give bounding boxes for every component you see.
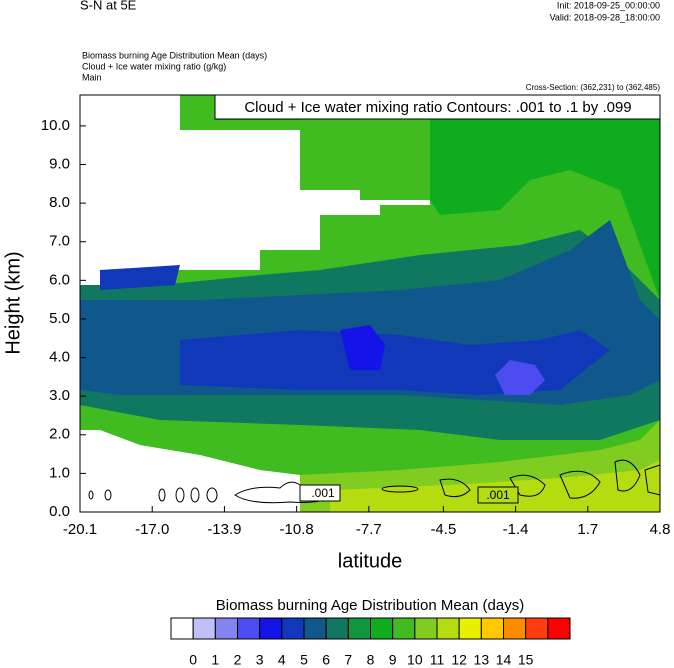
x-tick-label: -4.5 — [430, 521, 456, 538]
subtitle: Cloud + Ice water mixing ratio (g/kg) — [82, 61, 226, 71]
colorbar-label: 2 — [234, 652, 242, 668]
colorbar-swatch — [414, 617, 438, 640]
y-tick-label: 7.0 — [49, 233, 70, 250]
colorbar-swatch — [347, 617, 372, 640]
y-tick-label: 4.0 — [49, 349, 70, 366]
colorbar-swatch — [325, 617, 349, 640]
colorbar-label: 7 — [344, 652, 352, 668]
colorbar-label: 12 — [451, 652, 467, 668]
y-tick-label: 5.0 — [49, 310, 70, 327]
x-tick-label: 4.8 — [650, 521, 671, 538]
colorbar-title: Biomass burning Age Distribution Mean (d… — [216, 597, 524, 614]
contour-label: .001 — [311, 486, 335, 500]
colorbar-swatch — [547, 617, 571, 640]
colorbar-swatch — [503, 617, 527, 640]
title: S-N at 5E — [80, 0, 137, 12]
y-tick-label: 9.0 — [49, 155, 70, 172]
colorbar-swatch — [170, 617, 194, 640]
cross-section: Cross-Section: (362,231) to (362,485) — [526, 83, 661, 92]
x-tick-label: 1.7 — [577, 521, 598, 538]
colorbar-swatch — [458, 617, 482, 640]
colorbar-label: 3 — [256, 652, 264, 668]
y-tick-label: 3.0 — [49, 387, 70, 404]
colorbar-swatch — [192, 617, 216, 640]
contour-note: Cloud + Ice water mixing ratio Contours:… — [244, 99, 631, 116]
y-tick-label: 6.0 — [49, 271, 70, 288]
subtitle: Biomass burning Age Distribution Mean (d… — [82, 50, 267, 60]
colorbar-swatch — [303, 617, 327, 640]
contour-label: .001 — [486, 488, 510, 502]
x-axis-title: latitude — [338, 550, 403, 572]
colorbar-swatch — [281, 617, 305, 640]
colorbar-label: 14 — [496, 652, 512, 668]
y-tick-label: 8.0 — [49, 194, 70, 211]
y-tick-label: 2.0 — [49, 426, 70, 443]
colorbar-label: 13 — [474, 652, 490, 668]
plot-frame — [79, 94, 661, 513]
x-tick-label: -10.8 — [280, 521, 314, 538]
colorbar-swatch — [370, 617, 394, 640]
x-tick-label: -17.0 — [135, 521, 169, 538]
x-tick-label: -20.1 — [63, 521, 97, 538]
x-tick-label: -7.7 — [356, 521, 382, 538]
colorbar-label: 8 — [367, 652, 375, 668]
valid-time: Valid: 2018-09-28_18:00:00 — [550, 12, 660, 22]
y-tick-label: 1.0 — [49, 464, 70, 481]
colorbar-label: 0 — [189, 652, 197, 668]
subtitle: Main — [82, 72, 102, 82]
init-time: Init: 2018-09-25_00:00:00 — [557, 0, 660, 10]
y-tick-label: 10.0 — [41, 117, 70, 134]
y-axis-title: Height (km) — [2, 251, 24, 354]
colorbar-label: 1 — [211, 652, 219, 668]
colorbar-swatch — [436, 617, 460, 640]
colorbar-swatch — [480, 617, 505, 640]
colorbar-label: 5 — [300, 652, 308, 668]
colorbar-label: 4 — [278, 652, 286, 668]
colorbar-swatch — [392, 617, 416, 640]
colorbar-swatch — [525, 617, 549, 640]
colorbar-label: 9 — [389, 652, 397, 668]
contour-field — [80, 95, 661, 512]
colorbar-label: 15 — [518, 652, 534, 668]
colorbar-swatch — [259, 617, 283, 640]
colorbar-label: 11 — [430, 652, 445, 668]
x-tick-label: -13.9 — [207, 521, 241, 538]
colorbar-swatch — [214, 617, 238, 640]
colorbar-label: 6 — [322, 652, 330, 668]
y-tick-label: 0.0 — [49, 503, 70, 520]
colorbar-swatch — [237, 617, 261, 640]
x-tick-label: -1.4 — [503, 521, 529, 538]
colorbar-label: 10 — [407, 652, 423, 668]
